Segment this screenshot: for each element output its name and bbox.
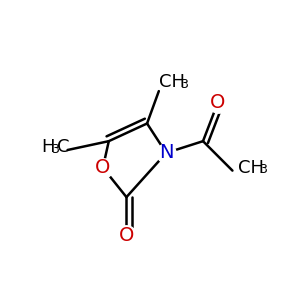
Text: C: C	[57, 138, 69, 156]
Text: O: O	[95, 158, 111, 177]
Text: 3: 3	[51, 142, 58, 156]
Text: N: N	[159, 143, 173, 162]
Text: CH: CH	[238, 159, 264, 177]
Text: O: O	[210, 93, 225, 112]
Text: CH: CH	[159, 73, 185, 91]
Text: H: H	[41, 138, 55, 156]
Text: O: O	[119, 226, 134, 245]
Text: 3: 3	[180, 78, 188, 91]
Text: 3: 3	[260, 163, 267, 176]
